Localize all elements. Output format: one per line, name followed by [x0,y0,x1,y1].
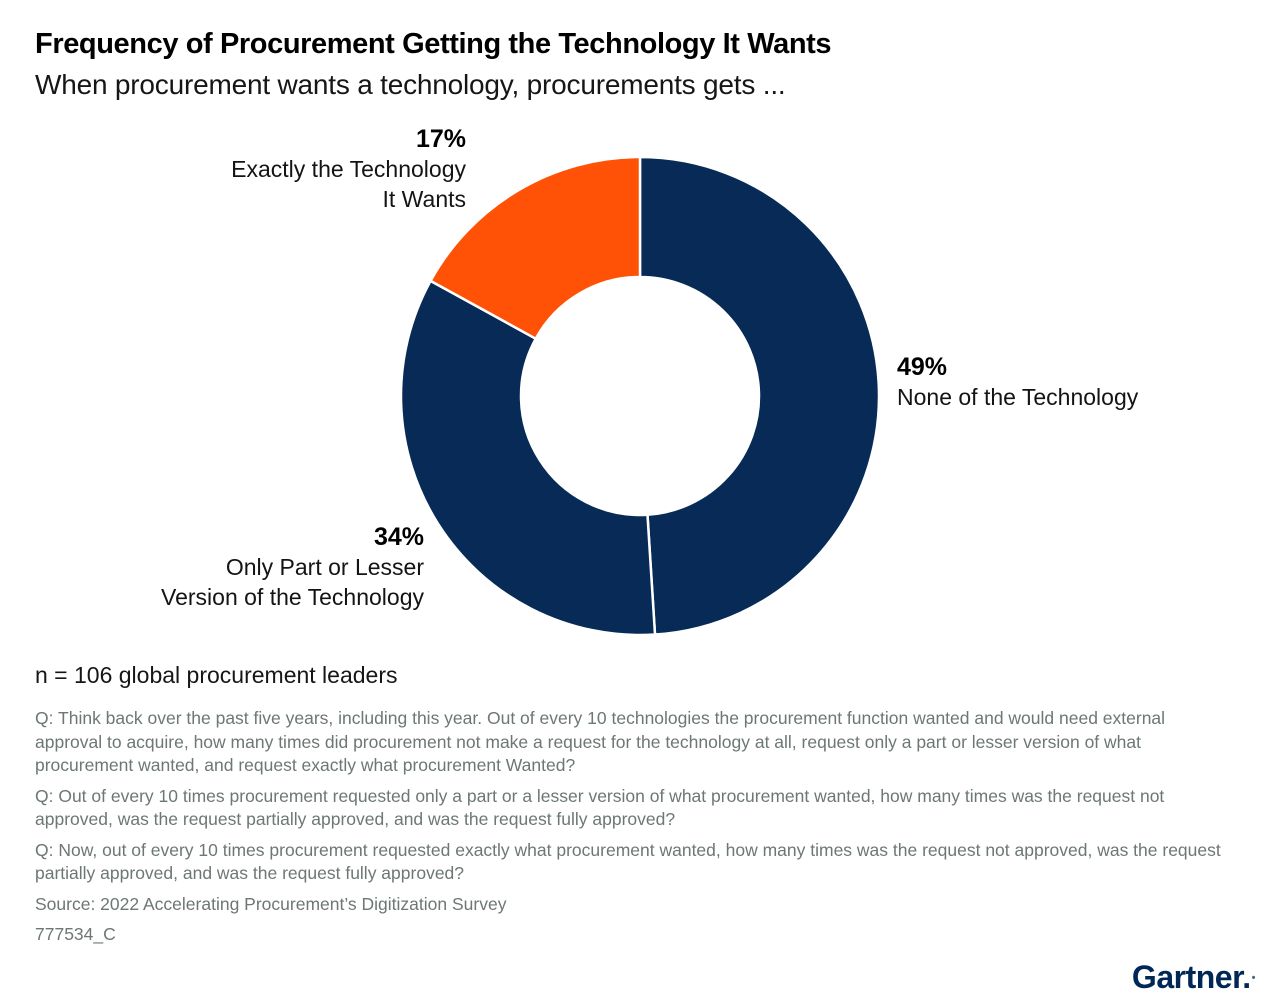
question-2: Q: Out of every 10 times procurement req… [35,785,1165,830]
slice-label: Exactly the Technology [231,156,466,182]
callout-exactly-the-technology: 17% Exactly the Technology It Wants [231,124,466,214]
percent-value: 17% [415,125,466,153]
slice-label: Version of the Technology [161,584,424,610]
callout-only-part-or-lesser: 34% Only Part or Lesser Version of the T… [161,522,424,612]
sample-size-note: n = 106 global procurement leaders [35,662,398,688]
question-3: Q: Now, out of every 10 times procuremen… [35,839,1221,884]
donut-svg [399,155,881,637]
slice-label: Only Part or Lesser [225,554,424,580]
slice-label: None of the Technology [897,384,1139,410]
donut-slice-34pct [399,279,657,637]
chart-subtitle: When procurement wants a technology, pro… [35,69,786,100]
gartner-logo: Gartner.• [1131,959,1256,996]
callout-none-of-the-technology: 49% None of the Technology [897,352,1138,412]
gartner-logo-text: Gartner. [1131,959,1251,995]
percent-value: 34% [373,523,424,551]
document-id: 777534_C [35,924,116,944]
donut-chart [399,155,881,637]
source-note: Source: 2022 Accelerating Procurement’s … [35,893,507,914]
chart-title: Frequency of Procurement Getting the Tec… [35,28,832,60]
donut-slice-17pct [428,155,642,341]
donut-slice-49pct [638,155,881,636]
question-1: Q: Think back over the past five years, … [35,708,1166,775]
percent-value: 49% [897,353,948,381]
footnotes: Q: Think back over the past five years, … [35,707,1235,954]
registered-mark-icon: • [1251,972,1256,984]
slice-label: It Wants [382,186,467,212]
